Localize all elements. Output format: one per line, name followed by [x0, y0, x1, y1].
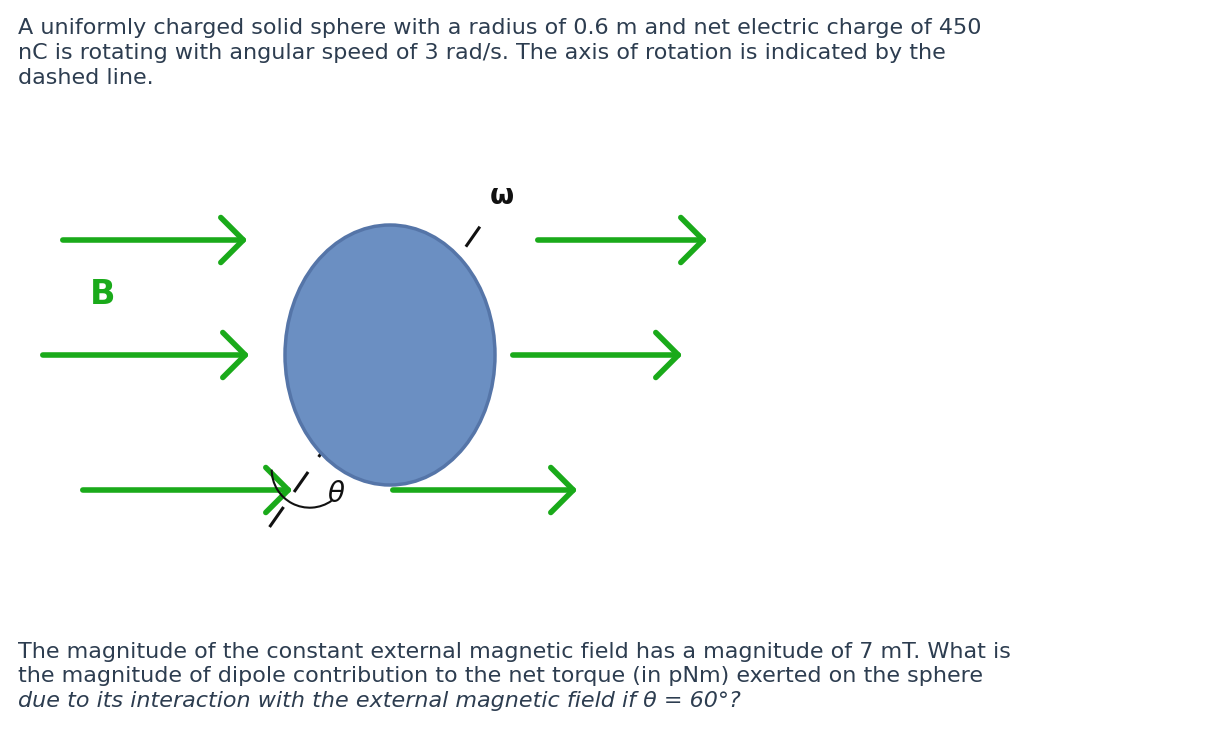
Text: nC is rotating with angular speed of 3 rad/s. The axis of rotation is indicated : nC is rotating with angular speed of 3 r… — [18, 43, 945, 63]
Text: A uniformly charged solid sphere with a radius of 0.6 m and net electric charge : A uniformly charged solid sphere with a … — [18, 18, 982, 38]
Text: ω: ω — [489, 182, 514, 210]
Text: due to its interaction with the external magnetic field if θ = 60°?: due to its interaction with the external… — [18, 691, 741, 711]
Text: dashed line.: dashed line. — [18, 68, 153, 87]
Text: θ: θ — [327, 480, 345, 508]
Ellipse shape — [284, 225, 495, 485]
Text: the magnitude of dipole contribution to the net torque (in pNm) exerted on the s: the magnitude of dipole contribution to … — [18, 666, 983, 686]
Text: B: B — [89, 278, 115, 311]
Text: The magnitude of the constant external magnetic field has a magnitude of 7 mT. W: The magnitude of the constant external m… — [18, 642, 1011, 661]
